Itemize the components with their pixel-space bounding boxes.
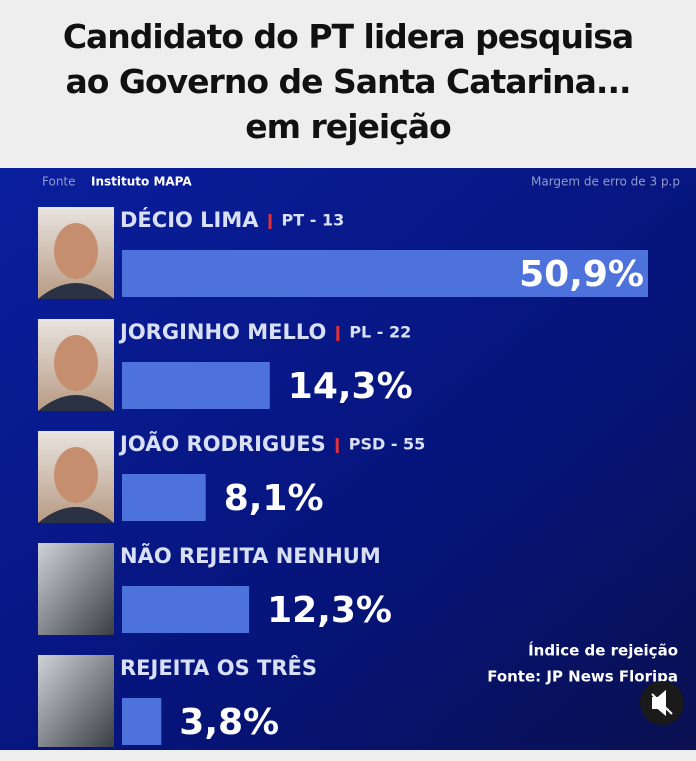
bar — [122, 586, 250, 633]
photo-shoulders — [38, 507, 114, 523]
separator — [335, 438, 339, 453]
photo-shoulders — [38, 283, 114, 299]
photo — [38, 543, 114, 635]
category-label: JORGINHO MELLO — [118, 320, 326, 344]
source: Instituto MAPA — [91, 175, 192, 189]
headline: Candidato do PT lidera pesquisa ao Gover… — [62, 17, 634, 146]
separator — [336, 326, 340, 341]
bar — [122, 474, 206, 521]
category-label: NÃO REJEITA NENHUM — [120, 543, 381, 568]
annotation: Fonte: JP News Floripa — [487, 668, 678, 686]
value-label: 3,8% — [179, 702, 279, 743]
value-label: 8,1% — [224, 478, 324, 519]
margin-note: Margem de erro de 3 p.p — [531, 175, 680, 189]
bar — [122, 362, 270, 409]
separator — [268, 214, 272, 229]
party-label: PSD - 55 — [349, 435, 426, 454]
mute-icon — [651, 689, 673, 717]
party-label: PL - 22 — [349, 323, 411, 342]
category-label: JOÃO RODRIGUES — [118, 431, 326, 456]
photo-face — [54, 223, 98, 279]
source-label: Fonte — [42, 175, 76, 189]
category-label: DÉCIO LIMA — [120, 207, 259, 232]
value-label: 50,9% — [519, 254, 644, 295]
photo-face — [54, 447, 98, 503]
bar — [122, 250, 648, 297]
photo-face — [54, 335, 98, 391]
value-label: 14,3% — [288, 366, 413, 407]
value-label: 12,3% — [267, 590, 392, 631]
category-label: REJEITA OS TRÊS — [120, 655, 317, 680]
photo — [38, 655, 114, 747]
annotation: Índice de rejeição — [528, 641, 678, 660]
photo-shoulders — [38, 395, 114, 411]
party-label: PT - 13 — [282, 211, 345, 230]
bar — [122, 698, 162, 745]
